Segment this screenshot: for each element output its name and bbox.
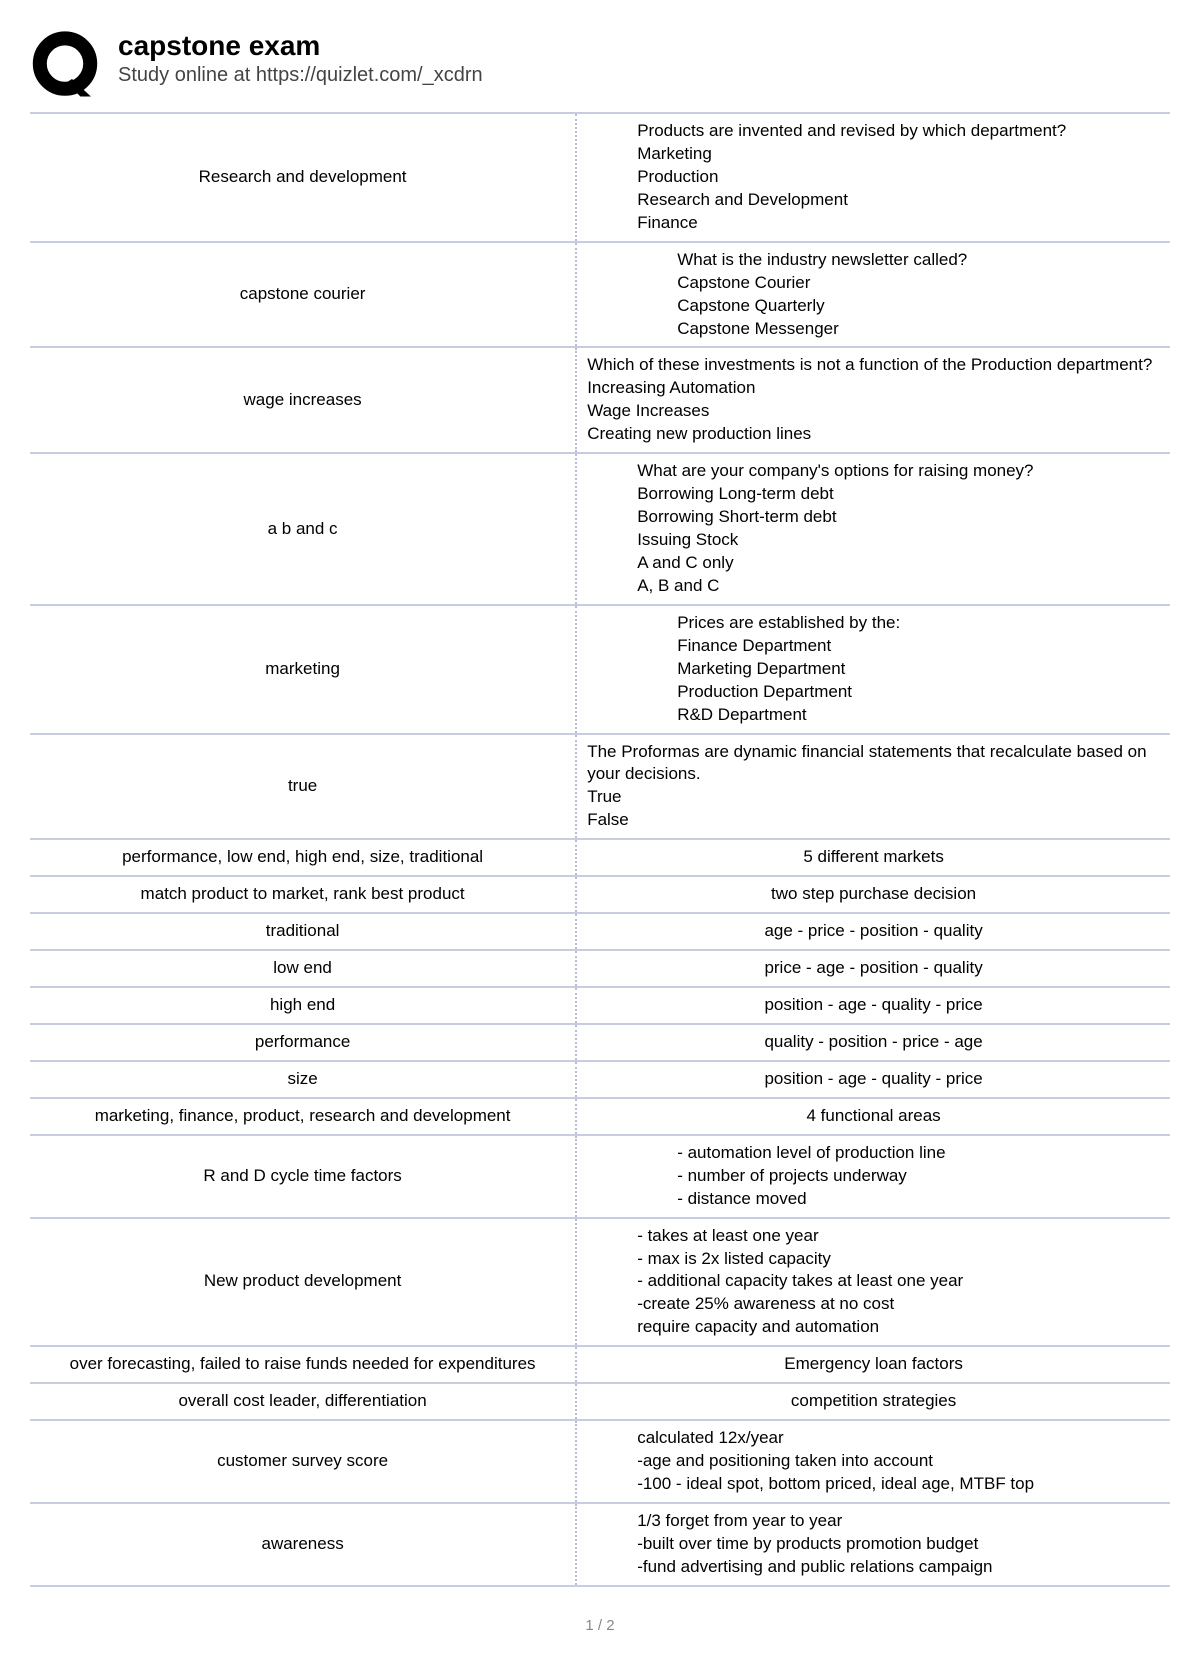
table-row: marketing, finance, product, research an… [30,1097,1170,1134]
flashcard-table: Research and developmentProducts are inv… [30,112,1170,1587]
definition-cell: age - price - position - quality [577,914,1170,949]
term-cell: match product to market, rank best produ… [30,877,577,912]
table-row: Research and developmentProducts are inv… [30,112,1170,241]
term-cell: over forecasting, failed to raise funds … [30,1347,577,1382]
definition-cell: two step purchase decision [577,877,1170,912]
term-cell: awareness [30,1504,577,1585]
term-cell: New product development [30,1219,577,1346]
header-text: capstone exam Study online at https://qu… [118,30,483,87]
table-row: customer survey scorecalculated 12x/year… [30,1419,1170,1502]
definition-cell: 5 different markets [577,840,1170,875]
definition-cell: price - age - position - quality [577,951,1170,986]
term-cell: wage increases [30,348,577,452]
table-row: sizeposition - age - quality - price [30,1060,1170,1097]
table-row: overall cost leader, differentiationcomp… [30,1382,1170,1419]
quizlet-logo-icon [30,30,100,100]
table-row: New product development- takes at least … [30,1217,1170,1346]
term-cell: performance, low end, high end, size, tr… [30,840,577,875]
definition-cell: position - age - quality - price [577,988,1170,1023]
definition-cell: What is the industry newsletter called? … [577,243,1170,347]
term-cell: high end [30,988,577,1023]
header: capstone exam Study online at https://qu… [30,30,1170,100]
table-row: wage increasesWhich of these investments… [30,346,1170,452]
definition-cell: What are your company's options for rais… [577,454,1170,604]
page-footer: 1 / 2 [30,1617,1170,1634]
table-row: traditionalage - price - position - qual… [30,912,1170,949]
term-cell: R and D cycle time factors [30,1136,577,1217]
table-row: a b and cWhat are your company's options… [30,452,1170,604]
definition-cell: - automation level of production line - … [577,1136,1170,1217]
page-subtitle: Study online at https://quizlet.com/_xcd… [118,64,483,87]
term-cell: Research and development [30,114,577,241]
table-row: low endprice - age - position - quality [30,949,1170,986]
definition-cell: Products are invented and revised by whi… [577,114,1170,241]
term-cell: low end [30,951,577,986]
table-row: capstone courierWhat is the industry new… [30,241,1170,347]
term-cell: overall cost leader, differentiation [30,1384,577,1419]
table-row: R and D cycle time factors- automation l… [30,1134,1170,1217]
page-title: capstone exam [118,30,483,62]
term-cell: capstone courier [30,243,577,347]
table-row: marketingPrices are established by the: … [30,604,1170,733]
definition-cell: Which of these investments is not a func… [577,348,1170,452]
table-row: match product to market, rank best produ… [30,875,1170,912]
term-cell: size [30,1062,577,1097]
definition-cell: The Proformas are dynamic financial stat… [577,735,1170,839]
term-cell: true [30,735,577,839]
definition-cell: 4 functional areas [577,1099,1170,1134]
table-row: trueThe Proformas are dynamic financial … [30,733,1170,839]
table-row: awareness1/3 forget from year to year -b… [30,1502,1170,1587]
term-cell: traditional [30,914,577,949]
definition-cell: calculated 12x/year -age and positioning… [577,1421,1170,1502]
term-cell: customer survey score [30,1421,577,1502]
term-cell: marketing, finance, product, research an… [30,1099,577,1134]
definition-cell: Prices are established by the: Finance D… [577,606,1170,733]
table-row: performancequality - position - price - … [30,1023,1170,1060]
table-row: over forecasting, failed to raise funds … [30,1345,1170,1382]
table-row: performance, low end, high end, size, tr… [30,838,1170,875]
definition-cell: quality - position - price - age [577,1025,1170,1060]
definition-cell: 1/3 forget from year to year -built over… [577,1504,1170,1585]
definition-cell: Emergency loan factors [577,1347,1170,1382]
definition-cell: - takes at least one year - max is 2x li… [577,1219,1170,1346]
definition-cell: position - age - quality - price [577,1062,1170,1097]
table-row: high endposition - age - quality - price [30,986,1170,1023]
definition-cell: competition strategies [577,1384,1170,1419]
term-cell: performance [30,1025,577,1060]
term-cell: marketing [30,606,577,733]
term-cell: a b and c [30,454,577,604]
